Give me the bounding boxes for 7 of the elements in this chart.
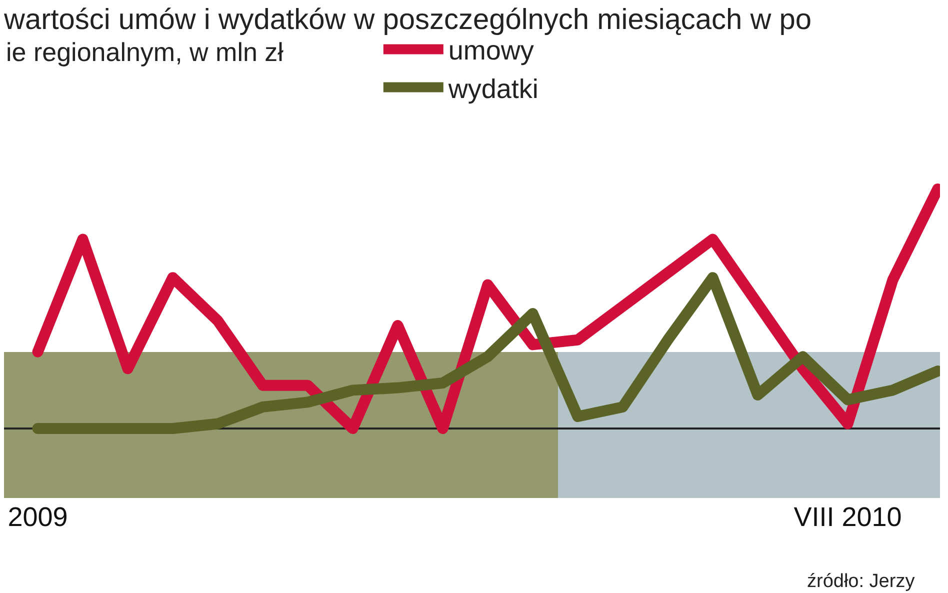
chart-title: wartości umów i wydatków w poszczególnych miesiącach w po	[3, 4, 812, 36]
x-tick-label: 2009	[8, 502, 68, 532]
legend-label: wydatki	[447, 74, 538, 104]
x-tick-label: VIII 2010	[794, 502, 902, 532]
text: źródło: Jerzy	[807, 571, 916, 592]
chart-subtitle: ie regionalnym, w mln zł	[6, 37, 284, 67]
legend-label: umowy	[448, 36, 534, 66]
